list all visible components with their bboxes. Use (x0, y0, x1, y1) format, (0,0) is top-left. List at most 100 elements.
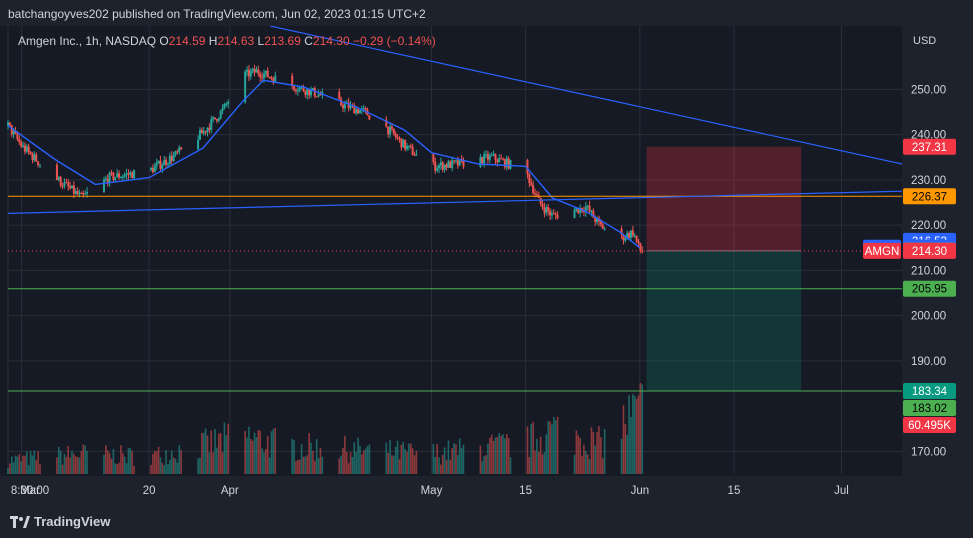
volume-bar (505, 433, 508, 474)
volume-bar (219, 433, 222, 474)
candle-body (10, 125, 13, 135)
volume-bar (603, 429, 606, 474)
candle-body (624, 238, 627, 241)
candle-body (439, 162, 442, 166)
time-axis[interactable] (0, 476, 902, 505)
volume-bar (201, 433, 203, 474)
volume-bar (438, 457, 440, 474)
candle-body (629, 230, 632, 238)
volume-bar (536, 438, 538, 474)
candle-body (249, 71, 252, 77)
candle-body (63, 182, 66, 187)
candle-body (622, 234, 625, 241)
volume-bar (105, 445, 107, 474)
candle-body (268, 77, 271, 79)
candle-body (438, 165, 441, 169)
volume-bar (441, 454, 444, 474)
candle-body (501, 159, 504, 161)
volume-bar (362, 450, 365, 474)
moving-average-line[interactable] (7, 79, 641, 249)
volume-bar (590, 427, 593, 474)
volume-bar (263, 452, 265, 474)
candle-body (445, 164, 448, 168)
volume-bar (80, 451, 83, 474)
candle-body (306, 88, 309, 95)
candle-body (264, 70, 267, 74)
volume-bar (385, 442, 388, 474)
volume-bar (306, 455, 309, 474)
volume-bar (624, 424, 627, 474)
volume-bar (359, 445, 361, 474)
volume-bar (169, 460, 171, 474)
candle-body (125, 173, 128, 175)
tradingview-logo[interactable]: TradingView (10, 514, 110, 529)
candle-body (389, 126, 392, 135)
volume-bar (131, 450, 134, 474)
rising-trendline[interactable] (7, 190, 903, 214)
y-tick-label: 200.00 (911, 311, 946, 323)
volume-bar (154, 450, 156, 474)
candle-body (118, 173, 121, 178)
candle-body (338, 91, 341, 99)
volume-bar (583, 444, 585, 474)
volume-bar (12, 462, 15, 474)
volume-bar (118, 462, 120, 474)
volume-bar (16, 456, 19, 474)
candle-body (596, 218, 599, 222)
candle-body (223, 103, 226, 109)
candle-body (86, 192, 89, 194)
volume-bar (74, 456, 77, 474)
volume-bar (639, 382, 642, 474)
volume-bar (432, 444, 435, 474)
volume-bar (67, 446, 70, 474)
price-label-box (903, 280, 956, 297)
volume-bar (227, 423, 230, 474)
candle-body (552, 213, 555, 215)
candle-body (454, 160, 457, 162)
candle-body (547, 207, 550, 212)
candle-body (65, 182, 68, 184)
volume-bar (202, 432, 205, 474)
volume-bar (351, 457, 354, 474)
candle-body (586, 205, 589, 207)
candle-body (535, 194, 538, 196)
volume-bar (298, 459, 301, 474)
volume-bar (129, 448, 132, 474)
candle-body (293, 86, 296, 90)
x-tick-label: Apr (221, 485, 239, 497)
candle-body (202, 131, 205, 134)
candle-body (343, 104, 346, 109)
candle-body (311, 88, 314, 90)
volume-bar (84, 445, 86, 474)
candle-body (155, 163, 158, 167)
volume-bar (163, 465, 166, 474)
candle-body (449, 161, 452, 168)
candle-body (37, 161, 40, 166)
price-chart[interactable]: Amgen Inc., 1h, NASDAQ O214.59 H214.63 L… (0, 26, 973, 505)
candle-body (357, 109, 360, 114)
volume-bar (462, 444, 465, 474)
candle-body (210, 119, 213, 130)
falling-trendline[interactable] (270, 26, 903, 165)
candle-body (488, 155, 491, 160)
volume-bar (319, 447, 322, 474)
candle-body (168, 155, 171, 164)
volume-bar (411, 448, 414, 474)
candle-body (588, 205, 591, 212)
volume-bar (585, 451, 587, 474)
take-profit-zone[interactable] (646, 250, 802, 392)
volume-bar (33, 450, 36, 474)
volume-bar (248, 426, 250, 474)
volume-bar (112, 448, 115, 474)
candle-body (415, 154, 418, 156)
volume-bar (76, 457, 79, 474)
candle-body (206, 127, 209, 133)
candle-body (14, 131, 17, 134)
volume-bar (630, 416, 632, 474)
volume-bar (272, 428, 275, 474)
stop-loss-zone[interactable] (646, 146, 802, 251)
candle-body (347, 102, 350, 109)
volume-bar (266, 436, 269, 474)
candle-body (628, 233, 631, 238)
volume-bar (601, 458, 604, 474)
